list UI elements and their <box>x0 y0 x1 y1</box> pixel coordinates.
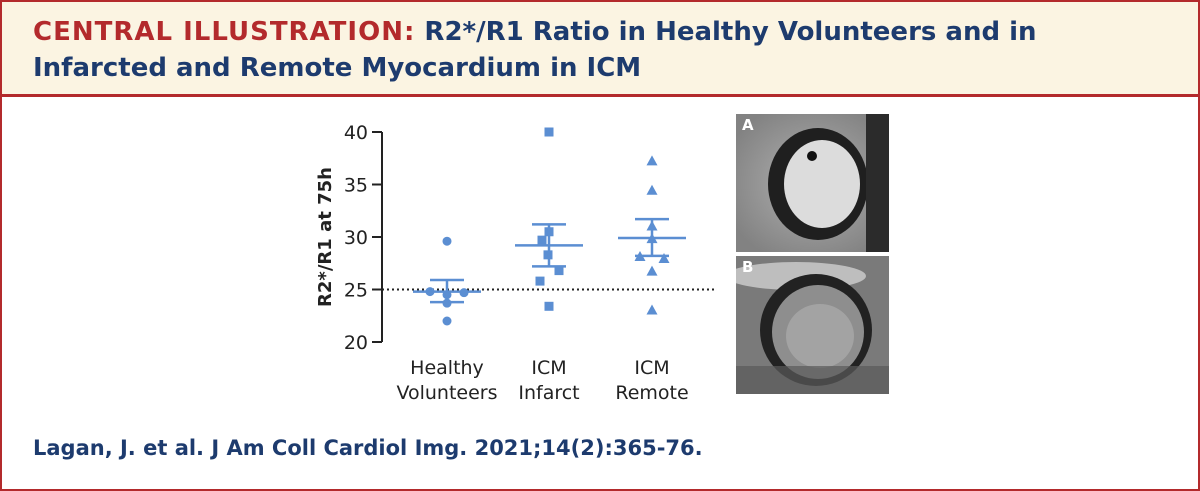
data-point <box>658 253 670 264</box>
panel-label-a: A <box>742 116 754 134</box>
y-axis-label: R2*/R1 at 75h <box>315 167 336 307</box>
data-point <box>544 127 554 137</box>
scatter-chart: 20 25 30 35 40 R2*/R1 at 75h Healthy Volunteers… <box>315 122 714 402</box>
title-lead: CENTRAL ILLUSTRATION: <box>33 17 416 47</box>
x-category-label: ICM <box>531 357 566 379</box>
x-category-label: Infarct <box>518 382 579 402</box>
data-point <box>646 265 658 276</box>
data-point <box>442 316 452 326</box>
title-text: R2*/R1 Ratio in Healthy Volunteers and i… <box>33 17 1037 83</box>
panel-label-b: B <box>742 258 754 276</box>
mri-image-a <box>736 114 889 252</box>
data-point <box>535 276 545 286</box>
citation: Lagan, J. et al. J Am Coll Cardiol Img. … <box>33 436 703 460</box>
x-category-label: Volunteers <box>396 382 497 402</box>
data-point <box>646 304 658 315</box>
y-tick-label: 20 <box>344 332 368 354</box>
y-tick-label: 30 <box>344 227 368 249</box>
data-point <box>537 235 547 245</box>
x-category-label: Remote <box>615 382 688 402</box>
y-tick-label: 35 <box>344 175 368 197</box>
page-title: CENTRAL ILLUSTRATION: R2*/R1 Ratio in He… <box>33 14 1173 86</box>
mri-panel-a: A <box>736 114 889 252</box>
y-tick-label: 25 <box>344 280 368 302</box>
data-point <box>646 184 658 195</box>
header-banner: CENTRAL ILLUSTRATION: R2*/R1 Ratio in He… <box>2 2 1198 97</box>
y-tick-label: 40 <box>344 122 368 144</box>
mri-image-b <box>736 256 889 394</box>
x-category-label: Healthy <box>410 357 484 379</box>
mri-panel-b: B <box>736 256 889 394</box>
data-point <box>442 236 452 246</box>
x-category-label: ICM <box>634 357 669 379</box>
data-point <box>554 266 564 276</box>
data-point <box>544 301 554 311</box>
data-point <box>646 155 658 166</box>
